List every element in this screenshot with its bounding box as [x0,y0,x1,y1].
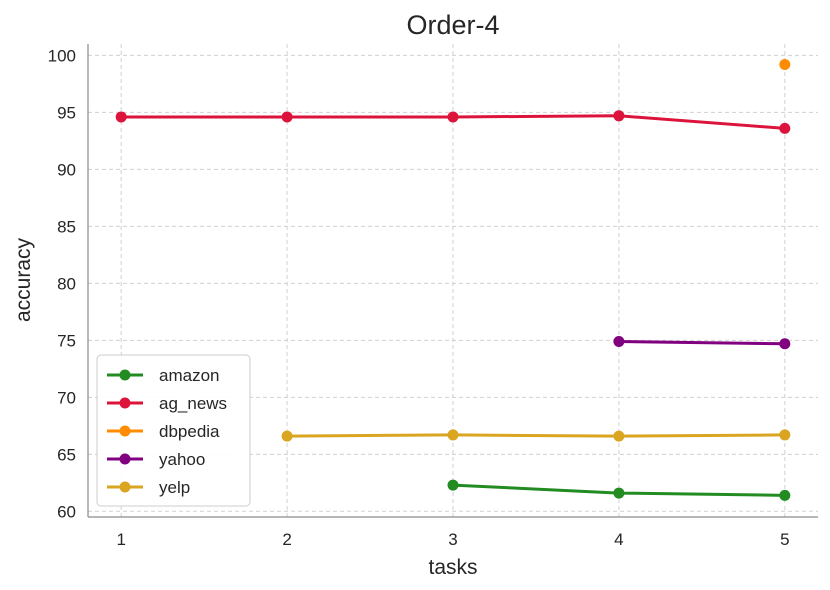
legend-label: ag_news [159,394,227,413]
data-point [115,111,127,123]
data-point [447,479,459,491]
legend-marker [119,481,131,493]
legend-box [96,354,251,507]
data-point [281,111,293,123]
data-point [613,110,625,122]
chart-title: Order-4 [406,10,499,40]
data-point [613,335,625,347]
series-group [115,59,791,501]
legend-marker [119,453,131,465]
legend-item-yelp: yelp [107,478,190,497]
legend-item-amazon: amazon [107,366,219,385]
legend-label: yelp [159,478,190,497]
series-line [287,433,785,438]
y-axis-label: accuracy [12,237,35,322]
series-yelp [281,429,791,442]
series-dbpedia [779,59,791,71]
y-tick-label: 75 [57,331,76,350]
legend-marker [119,369,131,381]
data-point [779,489,791,501]
series-line [618,339,785,346]
data-point [613,430,625,442]
x-tick-label: 2 [282,530,291,549]
data-point [779,429,791,441]
x-tick-label: 3 [448,530,457,549]
y-tick-label: 100 [48,46,76,65]
y-tick-label: 85 [57,217,76,236]
legend-marker [119,425,131,437]
y-tick-label: 70 [57,388,76,407]
y-tick-label: 60 [57,502,76,521]
data-point [779,59,791,71]
data-point [779,122,791,134]
legend-item-ag-news: ag_news [107,394,227,413]
series-yahoo [613,335,791,350]
data-point [613,487,625,499]
y-tick-label: 65 [57,445,76,464]
data-point [447,111,459,123]
series-amazon [447,479,791,501]
x-tick-label: 1 [116,530,125,549]
x-tick-label: 4 [614,530,623,549]
legend-label: dbpedia [159,422,220,441]
x-tick-label: 5 [780,530,789,549]
y-tick-label: 95 [57,103,76,122]
y-tick-label: 90 [57,160,76,179]
series-ag-news [115,110,791,134]
legend-label: yahoo [159,450,205,469]
legend-item-yahoo: yahoo [107,450,205,469]
x-axis-label: tasks [428,556,477,579]
x-tick-labels: 1 2 3 4 5 [116,530,789,549]
legend-item-dbpedia: dbpedia [107,422,220,441]
axes [87,44,818,518]
legend-label: amazon [159,366,219,385]
data-point [779,338,791,350]
data-point [447,429,459,441]
data-point [281,430,293,442]
y-tick-label: 80 [57,274,76,293]
legend-marker [119,397,131,409]
y-tick-labels: 60 65 70 75 80 85 90 95 100 [48,46,76,521]
